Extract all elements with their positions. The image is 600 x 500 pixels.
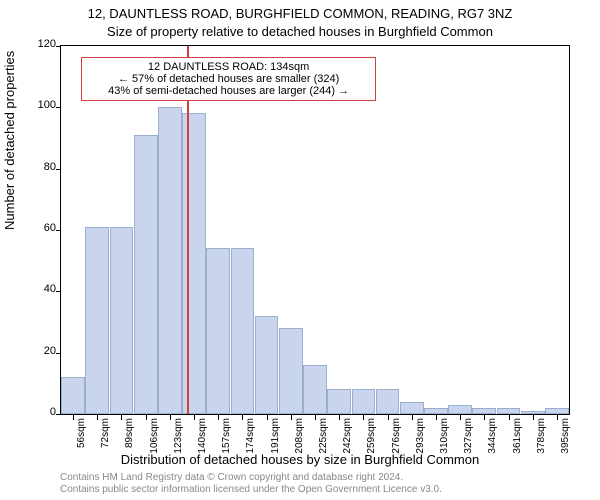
y-tick-label: 60 <box>26 222 56 234</box>
histogram-bar <box>158 107 182 414</box>
x-tick-label: 327sqm <box>463 418 474 478</box>
attribution-text: Contains HM Land Registry data © Crown c… <box>60 472 442 496</box>
x-tick-mark <box>509 415 510 420</box>
x-tick-mark <box>291 415 292 420</box>
x-tick-label: 89sqm <box>124 418 135 478</box>
y-tick-mark <box>56 414 61 415</box>
x-tick-label: 140sqm <box>197 418 208 478</box>
histogram-bar <box>303 365 327 414</box>
x-tick-label: 242sqm <box>342 418 353 478</box>
x-tick-mark <box>412 415 413 420</box>
x-tick-label: 378sqm <box>536 418 547 478</box>
y-tick-label: 20 <box>26 345 56 357</box>
x-tick-label: 157sqm <box>221 418 232 478</box>
histogram-bar <box>134 135 158 414</box>
x-tick-mark <box>73 415 74 420</box>
x-tick-label: 293sqm <box>415 418 426 478</box>
x-tick-label: 361sqm <box>512 418 523 478</box>
histogram-bar <box>448 405 472 414</box>
x-tick-mark <box>363 415 364 420</box>
x-tick-label: 344sqm <box>487 418 498 478</box>
info-box-line: 12 DAUNTLESS ROAD: 134sqm <box>88 61 369 73</box>
histogram-bar <box>110 227 134 414</box>
x-tick-mark <box>218 415 219 420</box>
x-tick-mark <box>170 415 171 420</box>
y-tick-mark <box>56 230 61 231</box>
x-tick-label: 395sqm <box>560 418 571 478</box>
y-tick-mark <box>56 291 61 292</box>
x-tick-label: 310sqm <box>439 418 450 478</box>
x-tick-mark <box>388 415 389 420</box>
x-tick-mark <box>339 415 340 420</box>
x-tick-label: 123sqm <box>173 418 184 478</box>
x-tick-label: 174sqm <box>245 418 256 478</box>
info-box-line: 43% of semi-detached houses are larger (… <box>88 85 369 97</box>
x-axis-label: Distribution of detached houses by size … <box>0 452 600 467</box>
histogram-bar <box>327 389 351 414</box>
attribution-line-1: Contains HM Land Registry data © Crown c… <box>60 472 442 484</box>
x-tick-mark <box>194 415 195 420</box>
x-tick-mark <box>484 415 485 420</box>
y-axis-label: Number of detached properties <box>2 51 17 230</box>
x-tick-mark <box>315 415 316 420</box>
chart-supertitle: 12, DAUNTLESS ROAD, BURGHFIELD COMMON, R… <box>0 6 600 21</box>
histogram-bar <box>182 113 206 414</box>
histogram-bar <box>521 411 545 414</box>
histogram-bar <box>424 408 448 414</box>
x-tick-mark <box>267 415 268 420</box>
histogram-bar <box>231 248 255 414</box>
y-tick-mark <box>56 353 61 354</box>
x-tick-mark <box>97 415 98 420</box>
chart-title: Size of property relative to detached ho… <box>0 24 600 39</box>
x-tick-mark <box>533 415 534 420</box>
histogram-bar <box>400 402 424 414</box>
x-tick-mark <box>436 415 437 420</box>
histogram-bar <box>352 389 376 414</box>
y-tick-label: 80 <box>26 161 56 173</box>
histogram-bar <box>497 408 521 414</box>
x-tick-label: 276sqm <box>391 418 402 478</box>
attribution-line-2: Contains public sector information licen… <box>60 484 442 496</box>
y-tick-mark <box>56 46 61 47</box>
y-tick-mark <box>56 107 61 108</box>
x-tick-label: 56sqm <box>76 418 87 478</box>
x-tick-mark <box>460 415 461 420</box>
y-tick-mark <box>56 169 61 170</box>
x-tick-label: 191sqm <box>270 418 281 478</box>
y-tick-label: 40 <box>26 283 56 295</box>
histogram-bar <box>206 248 230 414</box>
x-tick-label: 208sqm <box>294 418 305 478</box>
x-tick-mark <box>557 415 558 420</box>
x-tick-mark <box>146 415 147 420</box>
info-box-line: ← 57% of detached houses are smaller (32… <box>88 73 369 85</box>
x-tick-label: 72sqm <box>100 418 111 478</box>
marker-line <box>187 46 189 414</box>
x-tick-mark <box>121 415 122 420</box>
x-tick-label: 259sqm <box>366 418 377 478</box>
chart-plot-area: 56sqm72sqm89sqm106sqm123sqm140sqm157sqm1… <box>60 45 570 415</box>
histogram-bar <box>279 328 303 414</box>
histogram-bar <box>376 389 400 414</box>
info-box: 12 DAUNTLESS ROAD: 134sqm← 57% of detach… <box>81 57 376 101</box>
histogram-bar <box>255 316 279 414</box>
histogram-bar <box>472 408 496 414</box>
y-tick-label: 120 <box>26 38 56 50</box>
y-tick-label: 0 <box>26 406 56 418</box>
y-tick-label: 100 <box>26 99 56 111</box>
x-tick-mark <box>242 415 243 420</box>
histogram-bar <box>545 408 569 414</box>
x-tick-label: 106sqm <box>149 418 160 478</box>
histogram-bar <box>61 377 85 414</box>
histogram-bar <box>85 227 109 414</box>
x-tick-label: 225sqm <box>318 418 329 478</box>
